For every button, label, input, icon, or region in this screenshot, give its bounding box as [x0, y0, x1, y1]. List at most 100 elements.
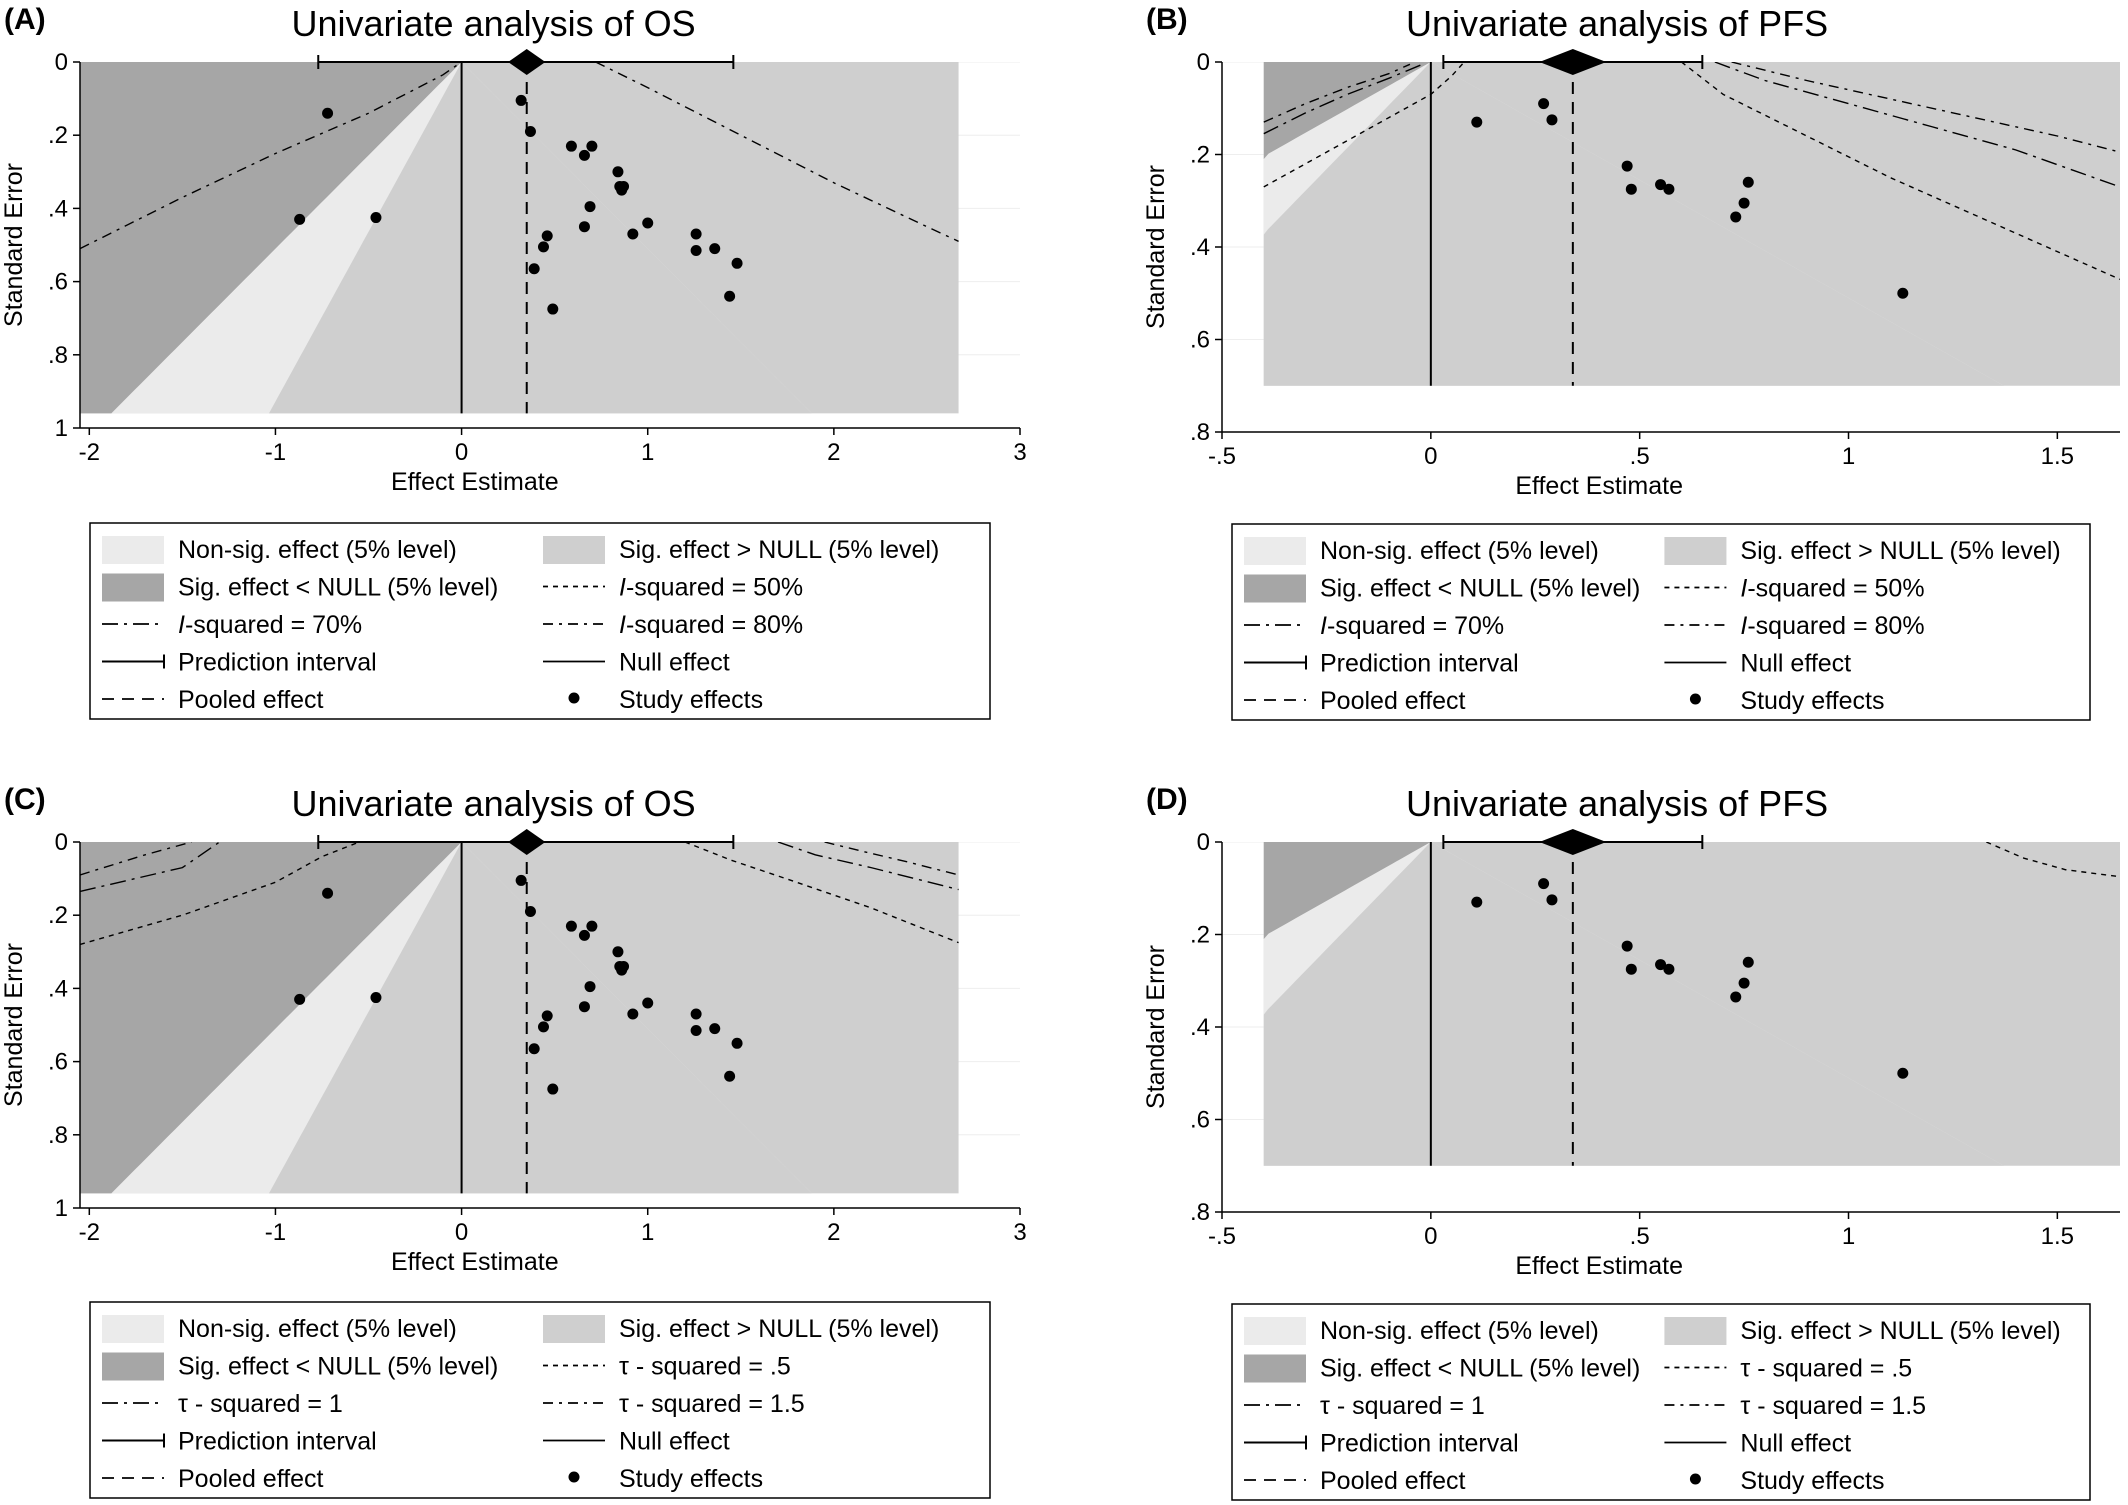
legend-label: Null effect — [619, 1428, 730, 1456]
y-axis-label: Standard Error — [1142, 165, 1170, 329]
x-axis-label: Effect Estimate — [391, 468, 559, 496]
study-point — [515, 874, 527, 886]
legend-label: Pooled effect — [178, 1465, 324, 1493]
panel-c: -2 -1 0 1 2 3 0 .2 .4 .6 .8 1 (C) Univariate analysis… — [0, 783, 1027, 1499]
legend-label: Null effect — [1740, 650, 1851, 678]
study-point — [1538, 98, 1550, 110]
legend-label: τ - squared = .5 — [619, 1353, 791, 1381]
legend-label: Pooled effect — [1320, 1467, 1466, 1495]
study-point — [616, 184, 628, 196]
contour-dash-dot-2 — [80, 842, 192, 876]
x-tick-label: 2 — [827, 1219, 840, 1246]
study-point — [724, 1070, 736, 1082]
y-tick-label: .4 — [1190, 1014, 1210, 1041]
chart-title: Univariate analysis of OS — [292, 783, 696, 824]
study-point — [1897, 1067, 1909, 1079]
y-axis-label: Standard Error — [1142, 945, 1170, 1109]
pooled-diamond — [508, 49, 546, 75]
study-point — [322, 887, 334, 899]
legend-label: Null effect — [619, 649, 730, 677]
study-point — [1742, 176, 1754, 188]
legend-swatch — [1664, 1317, 1727, 1345]
legend-label: I-squared = 70% — [1320, 612, 1504, 640]
legend-label: τ - squared = 1.5 — [1740, 1392, 1926, 1420]
legend-label-italic: I — [619, 611, 626, 639]
region-sig-less — [1263, 62, 1431, 386]
contour-dash-dot-5 — [1731, 62, 2120, 153]
panel-label: (B) — [1146, 3, 1188, 36]
study-point — [1730, 991, 1742, 1003]
study-point — [1471, 896, 1483, 908]
y-tick-label: 0 — [55, 49, 68, 76]
legend-label: Sig. effect < NULL (5% level) — [178, 1353, 498, 1381]
pooled-diamond — [508, 829, 546, 855]
x-tick-label: 1 — [1842, 1223, 1855, 1250]
legend-label-italic: I — [1740, 612, 1747, 640]
study-point — [578, 1001, 590, 1013]
x-tick-label: -2 — [79, 1219, 100, 1246]
contour-long-dash-dot-1 — [80, 842, 221, 893]
legend-label-italic: I — [1740, 575, 1747, 603]
legend-label: Non-sig. effect (5% level) — [178, 536, 457, 564]
contour-short-dash-3 — [684, 842, 959, 944]
study-point — [1655, 179, 1667, 191]
study-point — [616, 964, 628, 976]
region-sig-less — [1263, 842, 1431, 1166]
legend-label: Prediction interval — [178, 1428, 377, 1456]
x-tick-label: 3 — [1013, 439, 1026, 466]
legend-label: Prediction interval — [178, 649, 377, 677]
y-tick-label: 1 — [55, 1195, 68, 1222]
legend-dot — [1689, 693, 1701, 705]
contour-short-dash-0 — [1986, 842, 2120, 878]
y-tick-label: 0 — [55, 829, 68, 856]
x-tick-label: .5 — [1630, 443, 1650, 470]
legend-label: Sig. effect > NULL (5% level) — [1740, 1317, 2060, 1345]
legend-swatch — [102, 1315, 164, 1343]
legend-swatch — [1664, 537, 1727, 565]
region-non-sig-overlap — [268, 62, 812, 414]
panel-b: -.5 0 .5 1 1.5 0 .2 .4 .6 .8 (B) Univariate analysi… — [1142, 3, 2120, 721]
study-point — [642, 217, 654, 229]
y-tick-label: 0 — [1197, 829, 1210, 856]
study-point — [294, 993, 306, 1005]
x-tick-label: 1 — [641, 1219, 654, 1246]
region-non-sig-overlap — [268, 842, 812, 1194]
legend-label: I-squared = 50% — [1740, 575, 1924, 603]
study-point — [1655, 959, 1667, 971]
study-point — [1625, 963, 1637, 975]
x-axis-label: Effect Estimate — [1515, 1252, 1683, 1280]
y-axis-label: Standard Error — [0, 943, 28, 1107]
legend-label: I-squared = 80% — [1740, 612, 1924, 640]
legend-label-rest: -squared = 80% — [1747, 612, 1924, 640]
legend-box — [89, 1301, 991, 1499]
y-tick-label: .8 — [1190, 1199, 1210, 1226]
study-point — [578, 221, 590, 233]
x-tick-label: 3 — [1013, 1219, 1026, 1246]
legend-label: τ - squared = 1 — [1320, 1392, 1485, 1420]
legend-box — [89, 522, 991, 720]
study-point — [1663, 183, 1675, 195]
study-point — [524, 126, 536, 138]
region-sig-less — [80, 62, 462, 414]
y-tick-label: .2 — [48, 902, 68, 929]
legend-swatch — [1244, 537, 1306, 565]
contour-dash-dot-1 — [595, 62, 959, 242]
study-point — [586, 140, 598, 152]
y-axis-label: Standard Error — [0, 163, 28, 327]
legend-label-rest: -squared = 80% — [626, 611, 803, 639]
contour-short-dash-0 — [1263, 62, 1465, 188]
study-point — [1546, 114, 1558, 126]
pooled-diamond — [1539, 829, 1607, 855]
x-tick-label: -.5 — [1208, 443, 1236, 470]
study-point — [515, 94, 527, 106]
panel-label: (D) — [1146, 783, 1188, 816]
panel-label: (C) — [4, 783, 46, 816]
panel-a: -2 -1 0 1 2 3 0 .2 .4 .6 .8 1 (A) Univariate analysis… — [0, 3, 1027, 720]
legend-label: Non-sig. effect (5% level) — [178, 1315, 457, 1343]
study-point — [690, 228, 702, 240]
study-point — [528, 263, 540, 275]
y-tick-label: .6 — [48, 1049, 68, 1076]
legend-label-italic: I — [619, 574, 626, 602]
study-point — [565, 140, 577, 152]
legend-label: I-squared = 50% — [619, 574, 803, 602]
